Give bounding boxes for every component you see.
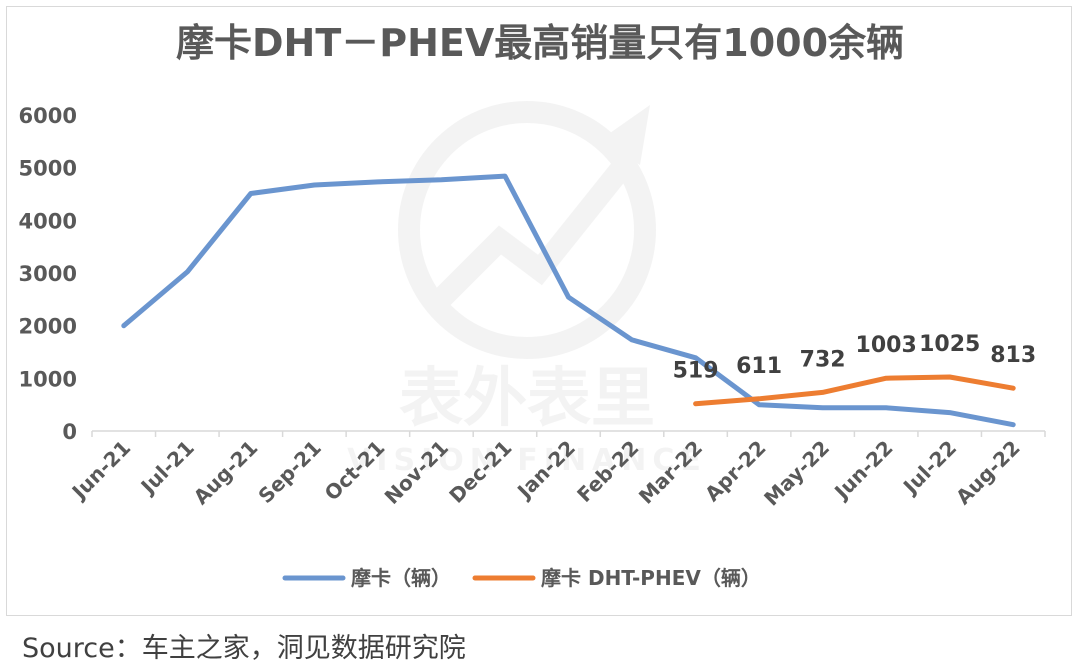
source-note: Source：车主之家，洞见数据研究院: [22, 626, 466, 665]
x-tick-label: Jul-21: [135, 436, 199, 500]
y-tick-label: 6000: [19, 104, 77, 128]
data-label: 732: [800, 347, 846, 372]
watermark-logo: 表外表里 VISION FINANCE: [347, 105, 707, 478]
x-tick-label: Jun-21: [66, 436, 135, 505]
x-tick-label: May-22: [759, 436, 834, 511]
y-tick-label: 0: [62, 420, 77, 444]
y-tick-label: 5000: [19, 157, 77, 181]
x-tick-label: Jun-22: [828, 436, 897, 505]
line-chart: 表外表里 VISION FINANCE 0 1000 2000 3000 4000 500…: [0, 0, 1080, 620]
data-label: 1025: [919, 332, 980, 357]
x-tick-label: Aug-21: [189, 436, 263, 510]
data-label: 519: [673, 359, 719, 384]
x-tick-label: Aug-22: [951, 436, 1025, 510]
x-tick-label: Sep-21: [253, 436, 325, 508]
y-tick-label: 1000: [19, 367, 77, 391]
legend-label-1: 摩卡（辆）: [351, 566, 451, 590]
y-tick-label: 4000: [19, 209, 77, 233]
y-tick-label: 2000: [19, 315, 77, 339]
legend: 摩卡（辆） 摩卡 DHT-PHEV（辆）: [285, 566, 761, 590]
y-tick-label: 3000: [19, 262, 77, 286]
watermark-text: 表外表里: [399, 362, 655, 436]
legend-label-2: 摩卡 DHT-PHEV（辆）: [541, 566, 761, 590]
data-label: 611: [736, 354, 782, 379]
x-tick-label: Jul-22: [897, 436, 961, 500]
data-label: 1003: [856, 333, 917, 358]
data-label: 813: [990, 343, 1036, 368]
